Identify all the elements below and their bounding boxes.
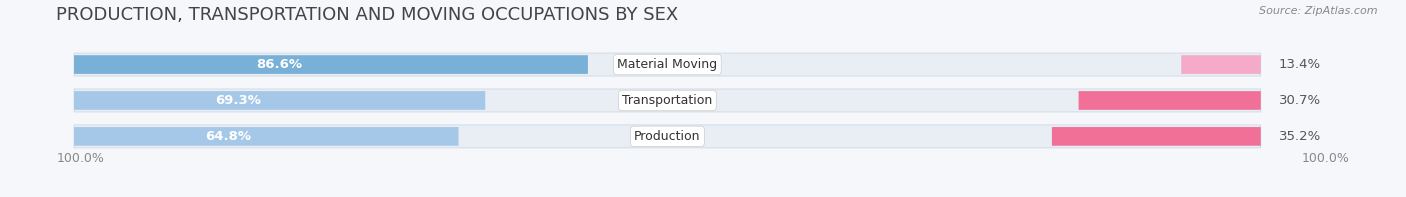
- Text: 35.2%: 35.2%: [1278, 130, 1320, 143]
- FancyBboxPatch shape: [75, 127, 458, 146]
- Text: Transportation: Transportation: [623, 94, 713, 107]
- Text: Material Moving: Material Moving: [617, 58, 717, 71]
- FancyBboxPatch shape: [75, 55, 588, 74]
- FancyBboxPatch shape: [1078, 91, 1261, 110]
- Text: PRODUCTION, TRANSPORTATION AND MOVING OCCUPATIONS BY SEX: PRODUCTION, TRANSPORTATION AND MOVING OC…: [56, 6, 679, 24]
- Text: Production: Production: [634, 130, 700, 143]
- FancyBboxPatch shape: [75, 91, 485, 110]
- Text: 69.3%: 69.3%: [215, 94, 262, 107]
- Text: 64.8%: 64.8%: [205, 130, 250, 143]
- Text: 86.6%: 86.6%: [256, 58, 302, 71]
- FancyBboxPatch shape: [1052, 127, 1261, 146]
- FancyBboxPatch shape: [75, 53, 1261, 76]
- Text: 100.0%: 100.0%: [1302, 152, 1350, 165]
- Text: 13.4%: 13.4%: [1278, 58, 1320, 71]
- FancyBboxPatch shape: [75, 125, 1261, 148]
- Text: 100.0%: 100.0%: [56, 152, 104, 165]
- FancyBboxPatch shape: [1181, 55, 1261, 74]
- Text: 30.7%: 30.7%: [1278, 94, 1320, 107]
- FancyBboxPatch shape: [75, 89, 1261, 112]
- Text: Source: ZipAtlas.com: Source: ZipAtlas.com: [1260, 6, 1378, 16]
